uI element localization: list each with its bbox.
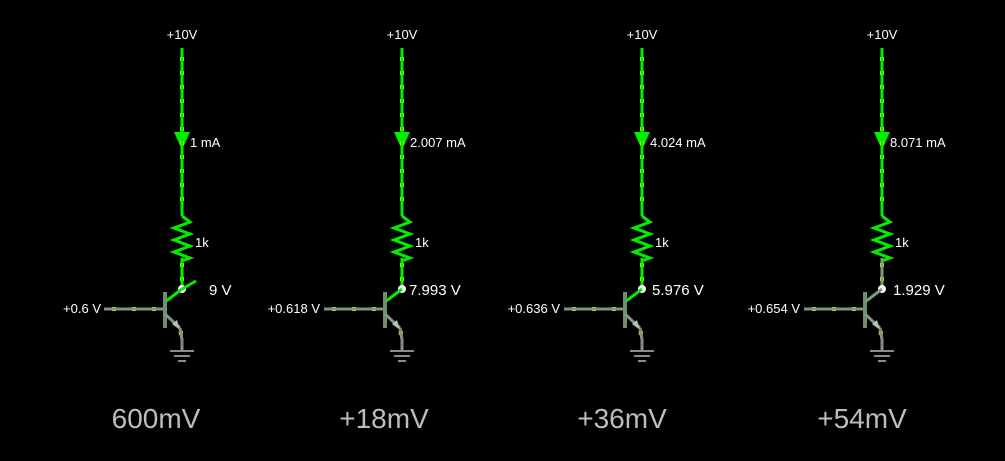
supply-label: +10V: [627, 27, 658, 42]
stage-caption: +18mV: [339, 403, 429, 434]
resistor-label: 1k: [655, 235, 669, 250]
stage-caption: +54mV: [817, 403, 907, 434]
transistor-stage-2: +10V 2.007 mA 1k 7.993 V +0.618 V +18mV: [268, 27, 466, 434]
resistor-icon: [169, 214, 195, 263]
collector-voltage-label: 1.929 V: [893, 282, 945, 299]
transistor-stage-3: +10V 4.024 mA 1k 5.976 V +0.636 V +36mV: [508, 27, 706, 434]
collector-lead: [624, 287, 643, 304]
supply-label: +10V: [167, 27, 198, 42]
current-label: 8.071 mA: [890, 135, 946, 150]
resistor-icon: [629, 214, 655, 263]
collector-voltage-label: 7.993 V: [409, 282, 461, 299]
emitter-arrow-icon: [872, 320, 880, 330]
current-label: 4.024 mA: [650, 135, 706, 150]
resistor-label: 1k: [195, 235, 209, 250]
resistor-icon: [389, 214, 415, 263]
stage-caption: +36mV: [577, 403, 667, 434]
current-label: 2.007 mA: [410, 135, 466, 150]
supply-label: +10V: [867, 27, 898, 42]
collector-lead: [384, 287, 403, 304]
emitter-arrow-icon: [632, 320, 640, 330]
transistor-stage-1: +10V 1 mA 1k 9 V +0.6 V 600mV: [63, 27, 231, 434]
collector-voltage-label: 5.976 V: [652, 282, 704, 299]
base-voltage-label: +0.618 V: [268, 301, 321, 316]
collector-voltage-label: 9 V: [209, 282, 232, 299]
transistor-stage-4: +10V 8.071 mA 1k 1.929 V +0.654 V +54mV: [748, 27, 946, 434]
supply-label: +10V: [387, 27, 418, 42]
base-voltage-label: +0.636 V: [508, 301, 561, 316]
emitter-arrow-icon: [392, 320, 400, 330]
collector-lead: [164, 287, 183, 304]
resistor-icon: [869, 214, 895, 263]
emitter-arrow-icon: [172, 320, 180, 330]
resistor-label: 1k: [415, 235, 429, 250]
base-voltage-label: +0.6 V: [63, 301, 101, 316]
collector-lead: [864, 287, 883, 304]
resistor-label: 1k: [895, 235, 909, 250]
collector-stub: [181, 279, 197, 291]
base-voltage-label: +0.654 V: [748, 301, 801, 316]
current-label: 1 mA: [190, 135, 221, 150]
stage-caption: 600mV: [112, 403, 201, 434]
